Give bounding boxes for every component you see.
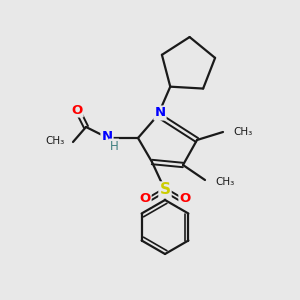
- Text: N: N: [101, 130, 112, 142]
- Text: S: S: [160, 182, 170, 197]
- Text: CH₃: CH₃: [215, 177, 234, 187]
- Text: H: H: [110, 140, 118, 152]
- Text: O: O: [140, 193, 151, 206]
- Text: N: N: [154, 106, 166, 119]
- Text: O: O: [71, 103, 82, 116]
- Text: CH₃: CH₃: [233, 127, 252, 137]
- Text: O: O: [179, 193, 191, 206]
- Text: CH₃: CH₃: [46, 136, 65, 146]
